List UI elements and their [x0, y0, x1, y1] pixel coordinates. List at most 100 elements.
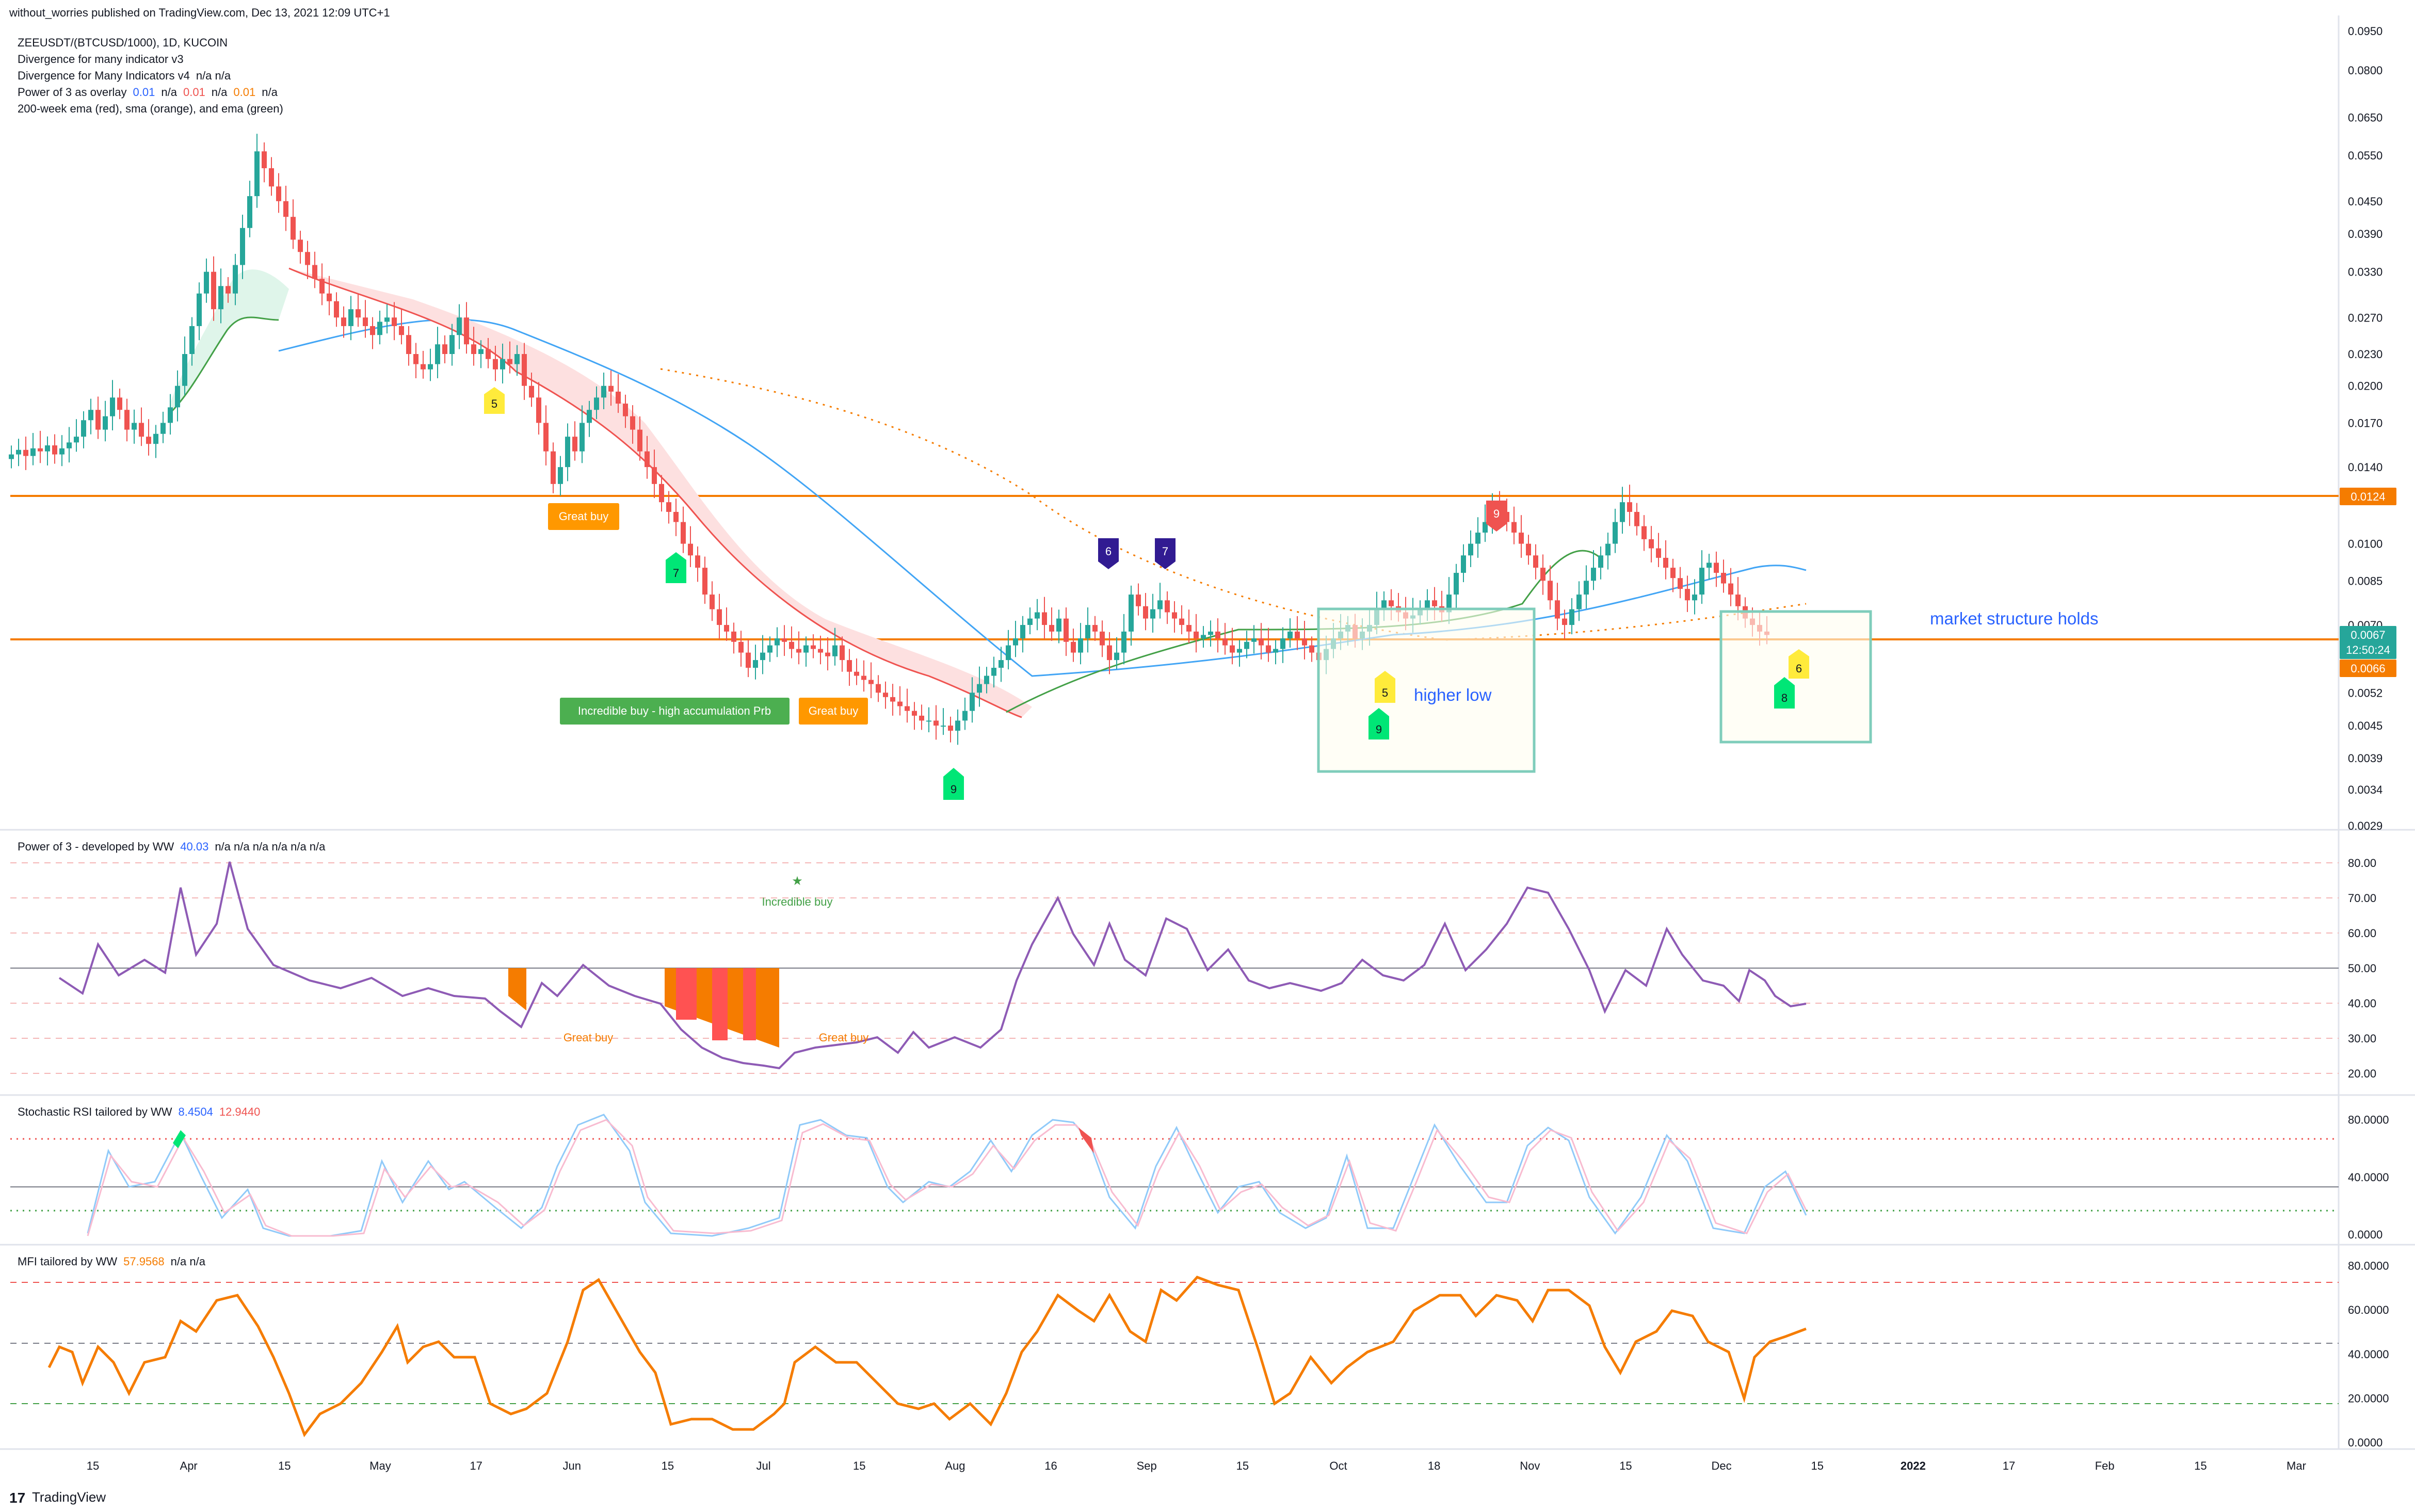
candle-body	[1714, 562, 1719, 573]
td-marker-9-green-low: 9	[943, 768, 964, 800]
power3-line	[58, 861, 1807, 1070]
td-marker-6-yellow-dec: 6	[1789, 649, 1809, 679]
candle-body	[117, 397, 122, 410]
candle-body	[413, 354, 418, 364]
candle-body	[421, 364, 426, 369]
candle-body	[1302, 638, 1307, 646]
candle-body	[558, 467, 563, 484]
candle-body	[464, 317, 469, 345]
candle-body	[1092, 625, 1098, 632]
publish-line: without_worries published on TradingView…	[9, 6, 390, 19]
candle-body	[327, 293, 332, 301]
power3-pane[interactable]: Power of 3 - developed by WW 40.03 n/a n/a…	[10, 840, 2376, 1080]
candle-body	[276, 186, 281, 201]
candle-body	[738, 641, 744, 653]
candle-body	[803, 645, 809, 653]
candle-body	[81, 420, 86, 437]
price-tick-label: 0.0140	[2348, 461, 2382, 474]
candle-body	[110, 397, 115, 416]
time-tick-label: 17	[2003, 1459, 2015, 1472]
stoch-k-line	[87, 1114, 1807, 1237]
last-price-badge: 0.0067 12:50:24	[2340, 626, 2396, 659]
time-tick-label: 15	[87, 1459, 99, 1472]
time-tick-label: 15	[2194, 1459, 2207, 1472]
candle-body	[955, 720, 960, 731]
candle-body	[666, 502, 671, 512]
candle-body	[283, 201, 288, 217]
candle-body	[1483, 522, 1488, 533]
mfi-pane[interactable]: MFI tailored by WW 57.9568 n/a n/a 80.0000…	[10, 1255, 2389, 1449]
time-tick-label: 15	[1619, 1459, 1632, 1472]
candle-body	[645, 451, 650, 468]
support-price-badge: 0.0066	[2340, 660, 2396, 677]
tradingview-brand[interactable]: 17 TradingView	[9, 1489, 106, 1506]
candle-body	[659, 484, 664, 503]
candle-body	[702, 568, 707, 595]
candle-body	[1280, 638, 1285, 649]
candle-body	[1533, 555, 1538, 568]
legend-ind-3-v2: n/a	[161, 86, 177, 99]
candle-body	[1425, 600, 1430, 609]
indicator-tick-label: 60.0000	[2348, 1304, 2389, 1316]
indicator-tick-label: 70.00	[2348, 892, 2376, 905]
time-tick-label: 15	[662, 1459, 674, 1472]
time-tick-label: 15	[1236, 1459, 1249, 1472]
candle-body	[1266, 645, 1271, 653]
incredible-buy-tag[interactable]: Incredible buy - high accumulation Prb	[560, 698, 790, 725]
candle-body	[616, 391, 621, 404]
legend-ind-2: Divergence for Many Indicators v4	[18, 69, 190, 82]
candle-body	[146, 437, 151, 444]
time-tick-label: Feb	[2095, 1459, 2115, 1472]
candle-body	[919, 715, 924, 721]
candle-body	[1634, 511, 1639, 526]
candle-body	[30, 448, 36, 456]
candle-body	[1150, 609, 1155, 619]
power3-incredible-buy: Incredible buy	[762, 895, 833, 908]
last-price-text: 0.0067	[2350, 629, 2385, 641]
candle-body	[811, 645, 816, 649]
candle-body	[233, 265, 238, 294]
candle-body	[95, 410, 101, 430]
candle-body	[608, 385, 614, 392]
legend-symbol: ZEEUSDT/(BTCUSD/1000), 1D, KUCOIN	[18, 36, 228, 49]
candle-body	[637, 429, 642, 452]
candle-body	[1179, 618, 1184, 625]
price-axis[interactable]: 0.0950 0.0800 0.0650 0.0550 0.0450 0.0390 0.03…	[2348, 25, 2382, 832]
td-marker-6-navy-text: 6	[1105, 545, 1112, 558]
candle-body	[1071, 641, 1076, 653]
td-marker-5-yellow-text: 5	[491, 397, 497, 410]
candle-body	[1136, 594, 1141, 606]
candle-body	[673, 511, 679, 522]
price-tick-label: 0.0450	[2348, 195, 2382, 208]
stoch-rsi-pane[interactable]: Stochastic RSI tailored by WW 8.4504 12.94…	[10, 1105, 2389, 1241]
candle-body	[1649, 539, 1654, 549]
candle-body	[1085, 625, 1090, 639]
candle-body	[1678, 578, 1683, 589]
candle-body	[962, 711, 968, 721]
great-buy-tag-1[interactable]: Great buy	[548, 503, 619, 530]
price-tick-label: 0.0170	[2348, 416, 2382, 429]
svg-text:Divergence for Many Indicators: Divergence for Many Indicators v4 n/a n/a	[18, 69, 231, 82]
tradingview-logo-icon: 17	[9, 1490, 25, 1506]
time-tick-label: 16	[1044, 1459, 1057, 1472]
candle-body	[435, 344, 440, 364]
candle-body	[1215, 631, 1220, 639]
higher-low-box[interactable]	[1317, 607, 1536, 773]
candle-body	[1230, 645, 1235, 653]
candle-body	[175, 385, 180, 408]
great-buy-tag-2[interactable]: Great buy	[799, 698, 868, 725]
candle-body	[182, 354, 187, 386]
candle-body	[1129, 594, 1134, 632]
candle-body	[442, 344, 447, 355]
power3-star-icon: ★	[792, 874, 803, 888]
stoch-legend: Stochastic RSI tailored by WW 8.4504 12.94…	[18, 1105, 260, 1118]
candle-body	[775, 638, 780, 646]
candle-body	[1114, 652, 1119, 661]
mfi-line	[47, 1276, 1807, 1438]
candle-body	[991, 668, 996, 676]
candle-body	[897, 701, 903, 706]
time-axis[interactable]: 15 Apr 15 May 17 Jun 15 Jul 15 Aug 16 Sep 15 Oct 18 Nov…	[87, 1459, 2306, 1472]
great-buy-tag-2-text: Great buy	[809, 704, 859, 717]
candle-body	[1100, 631, 1105, 646]
